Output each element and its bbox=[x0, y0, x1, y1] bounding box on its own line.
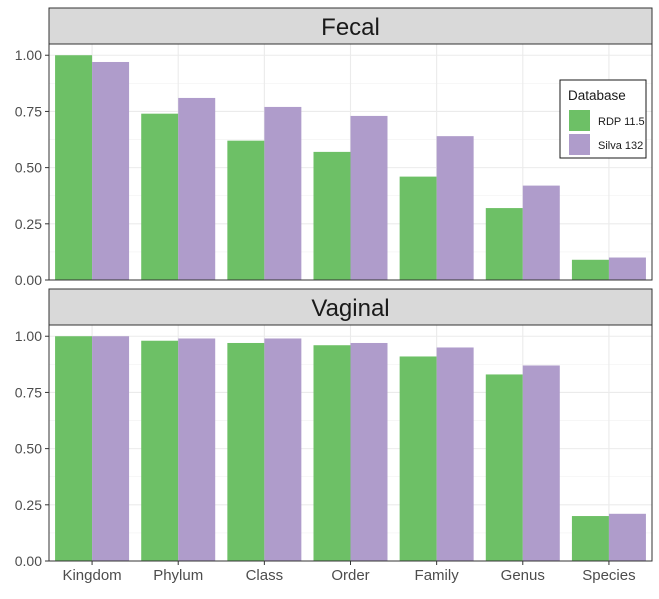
y-tick-label: 0.50 bbox=[15, 441, 42, 457]
x-tick-label-class: Class bbox=[246, 567, 284, 584]
legend-label-silva: Silva 132 bbox=[598, 140, 643, 152]
bar-fecal-order-silva bbox=[350, 115, 388, 280]
facet-strip-1 bbox=[48, 288, 653, 326]
bar-fecal-class-silva bbox=[264, 106, 302, 280]
x-tick-label-phylum: Phylum bbox=[153, 567, 203, 584]
bar-vaginal-order-rdp bbox=[313, 345, 351, 561]
x-tick-label-family: Family bbox=[415, 567, 460, 584]
bar-fecal-species-rdp bbox=[571, 259, 609, 280]
bar-fecal-kingdom-rdp bbox=[55, 55, 93, 280]
bar-fecal-phylum-rdp bbox=[141, 113, 179, 280]
y-tick-label: 0.25 bbox=[15, 216, 42, 232]
bar-fecal-order-rdp bbox=[313, 151, 351, 280]
y-tick-label: 0.00 bbox=[15, 272, 42, 288]
bar-vaginal-genus-silva bbox=[522, 365, 560, 561]
y-tick-label: 0.50 bbox=[15, 160, 42, 176]
bar-vaginal-class-silva bbox=[264, 338, 302, 561]
bar-vaginal-class-rdp bbox=[227, 342, 265, 561]
y-tick-label: 1.00 bbox=[15, 328, 42, 344]
x-tick-label-kingdom: Kingdom bbox=[62, 567, 121, 584]
bar-fecal-genus-rdp bbox=[485, 208, 523, 280]
bar-fecal-family-rdp bbox=[399, 176, 437, 280]
x-tick-label-species: Species bbox=[582, 567, 635, 584]
bar-vaginal-species-rdp bbox=[571, 516, 609, 561]
panel-border-0 bbox=[48, 43, 653, 281]
bar-fecal-class-rdp bbox=[227, 140, 265, 280]
y-tick-label: 0.25 bbox=[15, 497, 42, 513]
bar-vaginal-family-rdp bbox=[399, 356, 437, 561]
legend-label-rdp: RDP 11.5 bbox=[598, 116, 645, 128]
legend-title: Database bbox=[568, 88, 626, 103]
facet-title-fecal: Fecal bbox=[321, 14, 380, 41]
bar-fecal-kingdom-silva bbox=[92, 61, 130, 280]
bar-fecal-species-silva bbox=[608, 257, 646, 280]
bar-vaginal-family-silva bbox=[436, 347, 474, 561]
y-tick-label: 0.00 bbox=[15, 553, 42, 569]
facet-title-vaginal: Vaginal bbox=[311, 295, 389, 322]
bar-fecal-family-silva bbox=[436, 136, 474, 280]
y-tick-label: 0.75 bbox=[15, 103, 42, 119]
legend-key-silva bbox=[569, 134, 590, 155]
bar-vaginal-order-silva bbox=[350, 342, 388, 561]
bar-vaginal-kingdom-rdp bbox=[55, 336, 93, 561]
bar-vaginal-kingdom-silva bbox=[92, 336, 130, 561]
bar-vaginal-phylum-silva bbox=[178, 338, 216, 561]
bar-fecal-phylum-silva bbox=[178, 97, 216, 280]
y-tick-label: 1.00 bbox=[15, 47, 42, 63]
y-tick-label: 0.75 bbox=[15, 384, 42, 400]
x-tick-label-order: Order bbox=[331, 567, 369, 584]
bar-vaginal-phylum-rdp bbox=[141, 340, 179, 561]
bar-vaginal-genus-rdp bbox=[485, 374, 523, 561]
x-tick-label-genus: Genus bbox=[501, 567, 545, 584]
facet-strip-0 bbox=[48, 7, 653, 45]
legend-key-rdp bbox=[569, 110, 590, 131]
bar-vaginal-species-silva bbox=[608, 513, 646, 561]
bar-fecal-genus-silva bbox=[522, 185, 560, 280]
